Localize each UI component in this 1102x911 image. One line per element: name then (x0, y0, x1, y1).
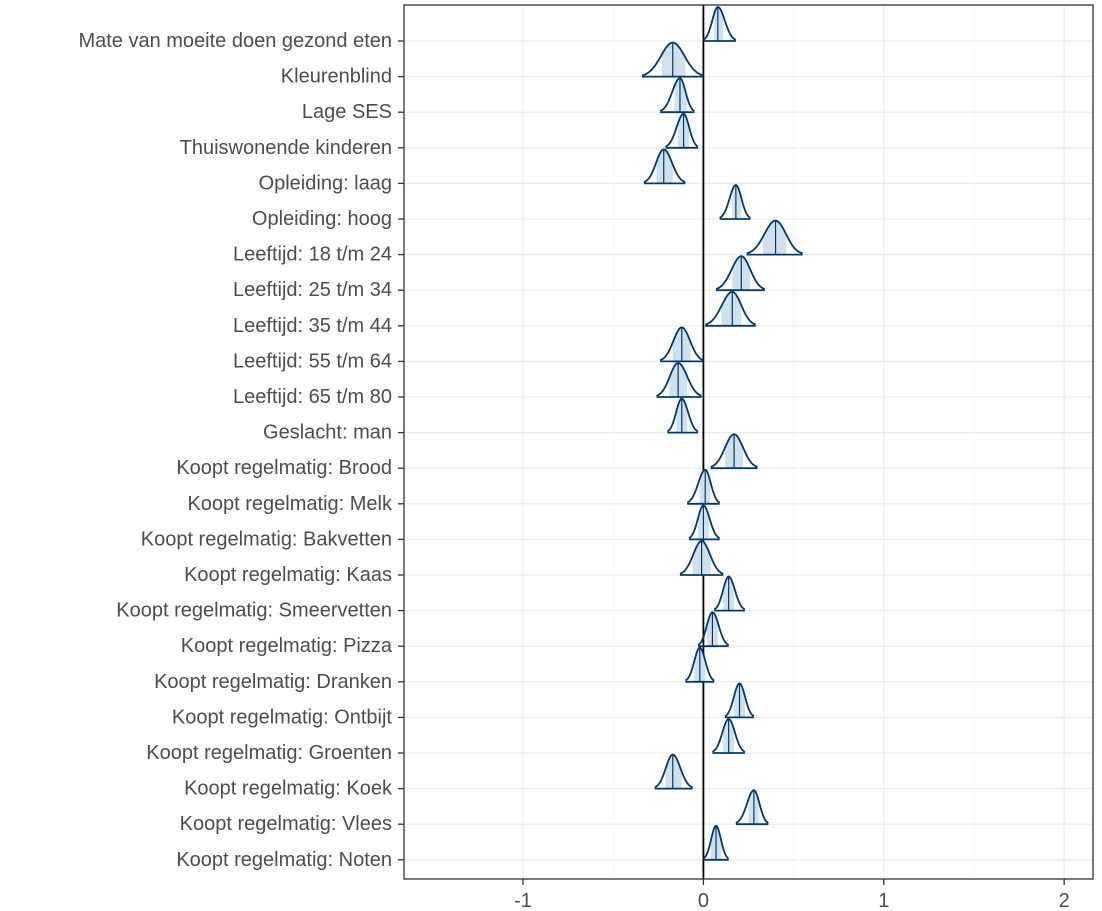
ridge-lage-ses (659, 77, 695, 114)
ridge-koopt-regelmatig-koek (654, 753, 693, 790)
ridge-koopt-regelmatig-kaas (679, 540, 724, 576)
y-tick-label: Leeftijd: 65 t/m 80 (233, 386, 392, 408)
ridge-koopt-regelmatig-noten (702, 824, 730, 861)
density-outline (686, 468, 721, 504)
x-tick-label: -1 (514, 890, 532, 911)
ridge-opleiding-laag (643, 148, 686, 185)
x-tick-label: 1 (878, 890, 889, 911)
density-outline (659, 77, 695, 112)
density-outline (665, 112, 699, 148)
x-tick-label: 2 (1059, 890, 1070, 911)
y-tick-label: Geslacht: man (263, 422, 392, 444)
y-tick-label: Lage SES (302, 101, 392, 123)
y-axis: Mate van moeite doen gezond eten Kleurenb… (78, 30, 404, 871)
ridge-koopt-regelmatig-bakvetten (688, 504, 721, 541)
ridge-koopt-regelmatig-smeervetten (713, 575, 746, 612)
ridge-opleiding-hoog (719, 184, 751, 220)
credible-interval-area (661, 42, 686, 77)
y-tick-label: Koopt regelmatig: Kaas (184, 564, 392, 586)
density-outline (666, 397, 699, 433)
credible-interval-area (721, 291, 742, 326)
density-outline (643, 148, 686, 184)
y-tick-label: Leeftijd: 35 t/m 44 (233, 315, 392, 337)
ridge-koopt-regelmatig-pizza (697, 611, 730, 648)
ridge-koopt-regelmatig-groenten (712, 718, 746, 754)
y-tick-label: Koopt regelmatig: Bakvetten (141, 528, 392, 550)
density-outline (746, 219, 803, 255)
credible-interval-area (714, 7, 724, 41)
y-tick-label: Koopt regelmatig: Brood (176, 457, 392, 479)
ridge-mate-van-moeite-doen-gezond-eten (702, 6, 737, 42)
ridge-leeftijd-65-t-m-80 (656, 362, 702, 398)
density-outline (719, 184, 751, 219)
x-axis: -1 0 1 2 (514, 879, 1070, 911)
density-outline (654, 753, 693, 789)
y-tick-label: Koopt regelmatig: Ontbijt (172, 706, 393, 728)
y-tick-label: Thuiswonende kinderen (180, 137, 392, 159)
ridge-koopt-regelmatig-dranken (684, 646, 715, 683)
y-tick-label: Leeftijd: 18 t/m 24 (233, 244, 392, 266)
y-tick-label: Koopt regelmatig: Koek (184, 778, 393, 800)
plot-panel-background (404, 5, 1093, 879)
ridge-geslacht-man (666, 397, 699, 434)
y-tick-label: Leeftijd: 25 t/m 34 (233, 279, 392, 301)
y-tick-label: Koopt regelmatig: Noten (176, 849, 392, 871)
y-tick-label: Opleiding: hoog (252, 208, 392, 230)
y-tick-label: Koopt regelmatig: Dranken (154, 671, 392, 693)
ridge-koopt-regelmatig-vlees (735, 789, 769, 826)
ridge-leeftijd-25-t-m-34 (715, 255, 766, 292)
y-tick-label: Koopt regelmatig: Melk (187, 493, 393, 515)
ridge-thuiswonende-kinderen (665, 112, 699, 149)
y-tick-label: Opleiding: laag (259, 172, 392, 194)
ridge-koopt-regelmatig-brood (710, 433, 758, 470)
credible-interval-area (732, 185, 742, 219)
y-tick-label: Koopt regelmatig: Smeervetten (116, 600, 392, 622)
plot-panel-border (403, 4, 1094, 880)
density-outline (713, 575, 746, 611)
density-outline (715, 255, 766, 290)
y-tick-label: Kleurenblind (281, 66, 392, 88)
ridge-leeftijd-35-t-m-44 (704, 290, 757, 327)
y-tick-label: Koopt regelmatig: Pizza (181, 635, 393, 657)
density-outline (704, 290, 757, 326)
density-outline (702, 6, 737, 41)
ridge-kleurenblind (641, 41, 704, 78)
density-outline (697, 611, 730, 646)
ridge-leeftijd-55-t-m-64 (659, 326, 704, 363)
density-outline (656, 362, 702, 397)
x-tick-label: 0 (698, 890, 709, 911)
ridge-koopt-regelmatig-melk (686, 468, 721, 505)
credible-interval-area (762, 220, 787, 255)
density-outline (735, 789, 769, 824)
credible-interval-area (656, 149, 673, 184)
y-tick-label: Koopt regelmatig: Groenten (146, 742, 392, 764)
ridge-koopt-regelmatig-ontbijt (724, 682, 755, 719)
y-tick-label: Mate van moeite doen gezond eten (78, 30, 392, 52)
density-outline (688, 504, 721, 540)
posterior-ridges (641, 6, 803, 861)
y-tick-label: Koopt regelmatig: Vlees (180, 813, 392, 835)
ridge-leeftijd-18-t-m-24 (746, 219, 803, 256)
y-tick-label: Leeftijd: 55 t/m 64 (233, 350, 392, 372)
